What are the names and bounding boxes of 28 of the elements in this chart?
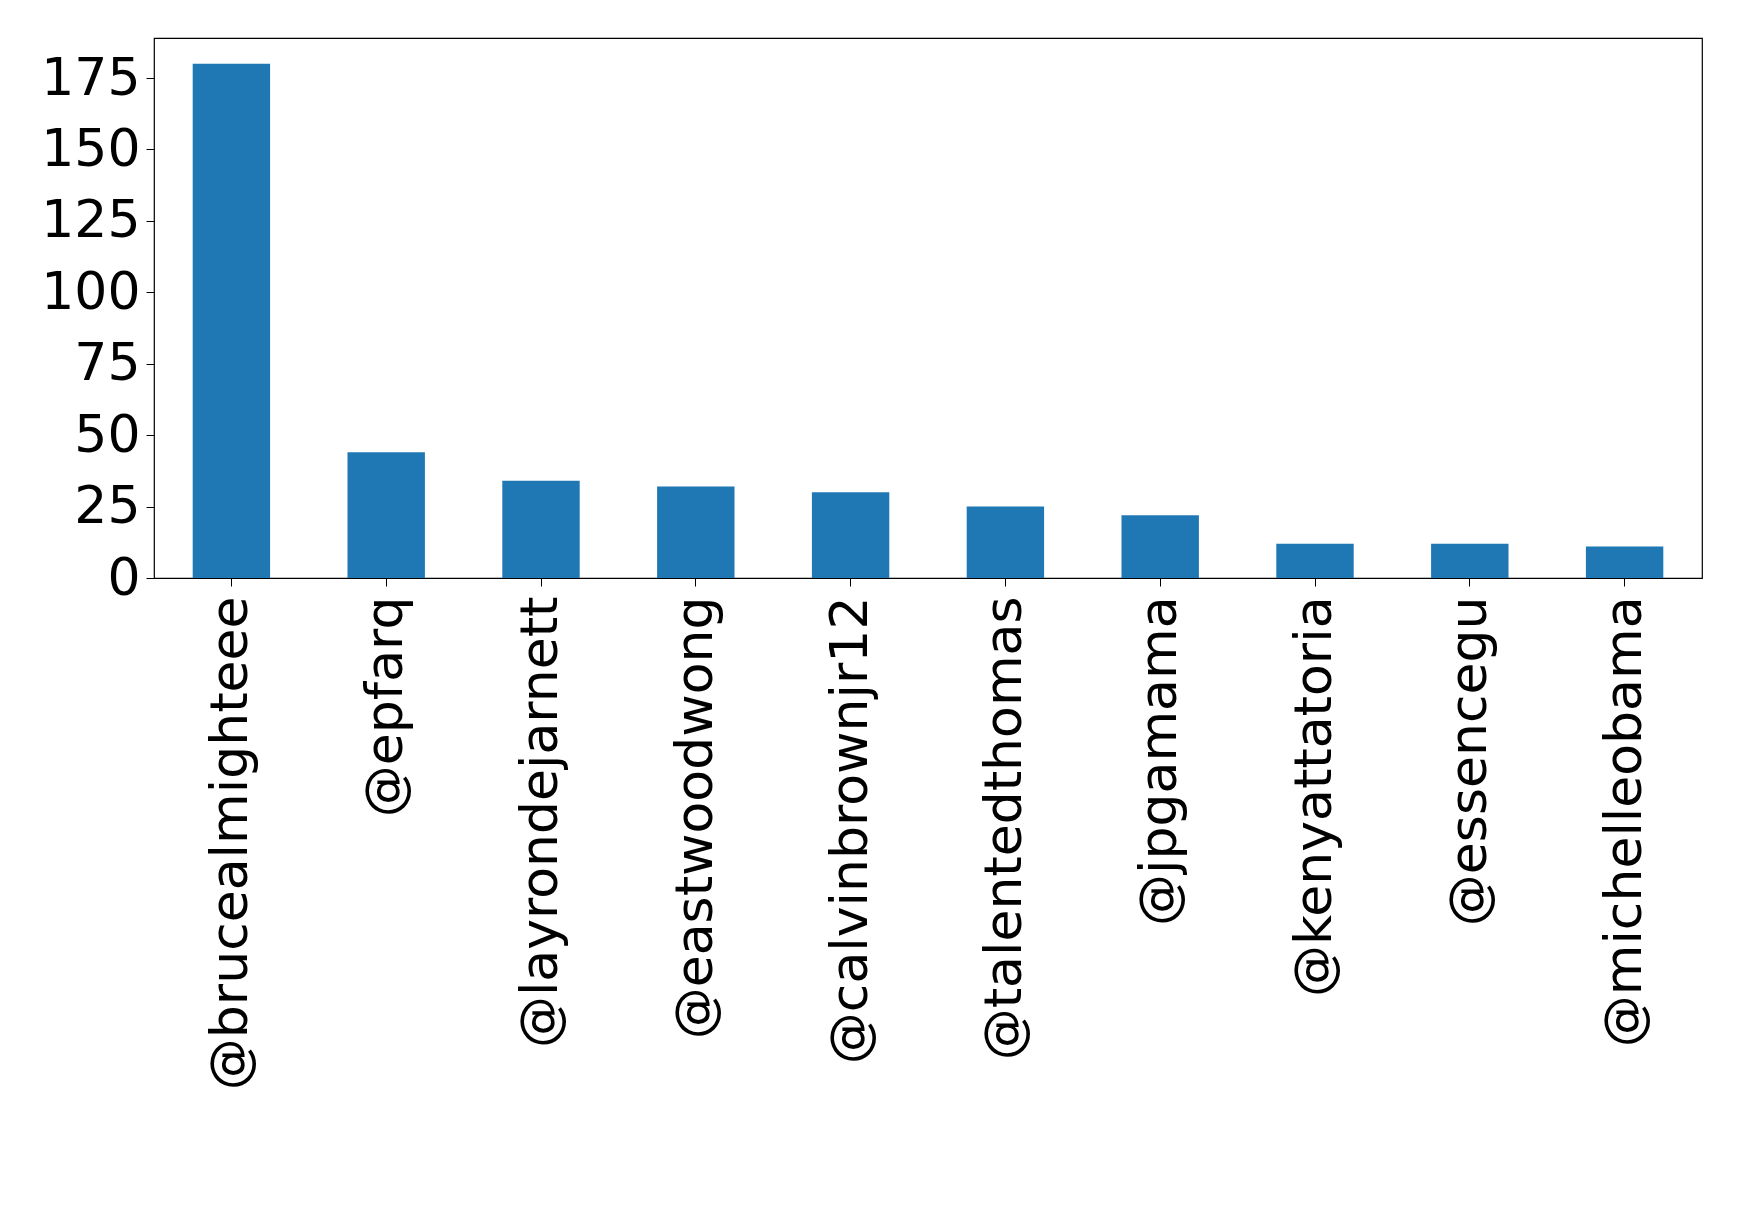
- y-tick-label: 75: [74, 332, 141, 393]
- bar: [192, 63, 271, 578]
- y-tick-label: 0: [107, 546, 141, 607]
- bar: [1121, 515, 1199, 578]
- x-tick-label: @talentedthomas: [973, 596, 1034, 1061]
- y-tick-label: 50: [74, 403, 141, 464]
- y-tick-label: 175: [41, 46, 141, 107]
- x-tick-label: @jpgamama: [1128, 596, 1189, 926]
- bar: [1276, 543, 1354, 578]
- y-tick-label: 150: [41, 117, 141, 178]
- bar: [502, 480, 580, 578]
- x-tick-label: @eastwoodwong: [663, 596, 724, 1040]
- x-tick-label: @brucealmighteee: [199, 596, 260, 1091]
- x-tick-label: @epfarq: [354, 596, 415, 818]
- x-tick-label: @calvinbrownjr12: [818, 596, 879, 1065]
- bar: [1431, 543, 1509, 578]
- bar: [1585, 546, 1664, 578]
- y-tick-label: 125: [41, 189, 141, 250]
- bar: [966, 506, 1045, 578]
- x-tick-label: @essencegu: [1437, 596, 1498, 927]
- y-tick-label: 25: [74, 475, 141, 536]
- y-tick-label: 100: [41, 260, 141, 321]
- x-tick-label: @kenyattatoria: [1283, 596, 1343, 997]
- x-tick-label: @michelleobama: [1592, 596, 1653, 1048]
- bar: [657, 486, 735, 578]
- bar: [347, 452, 425, 578]
- x-tick-label: @layrondejarnett: [509, 596, 569, 1049]
- bar: [811, 492, 890, 578]
